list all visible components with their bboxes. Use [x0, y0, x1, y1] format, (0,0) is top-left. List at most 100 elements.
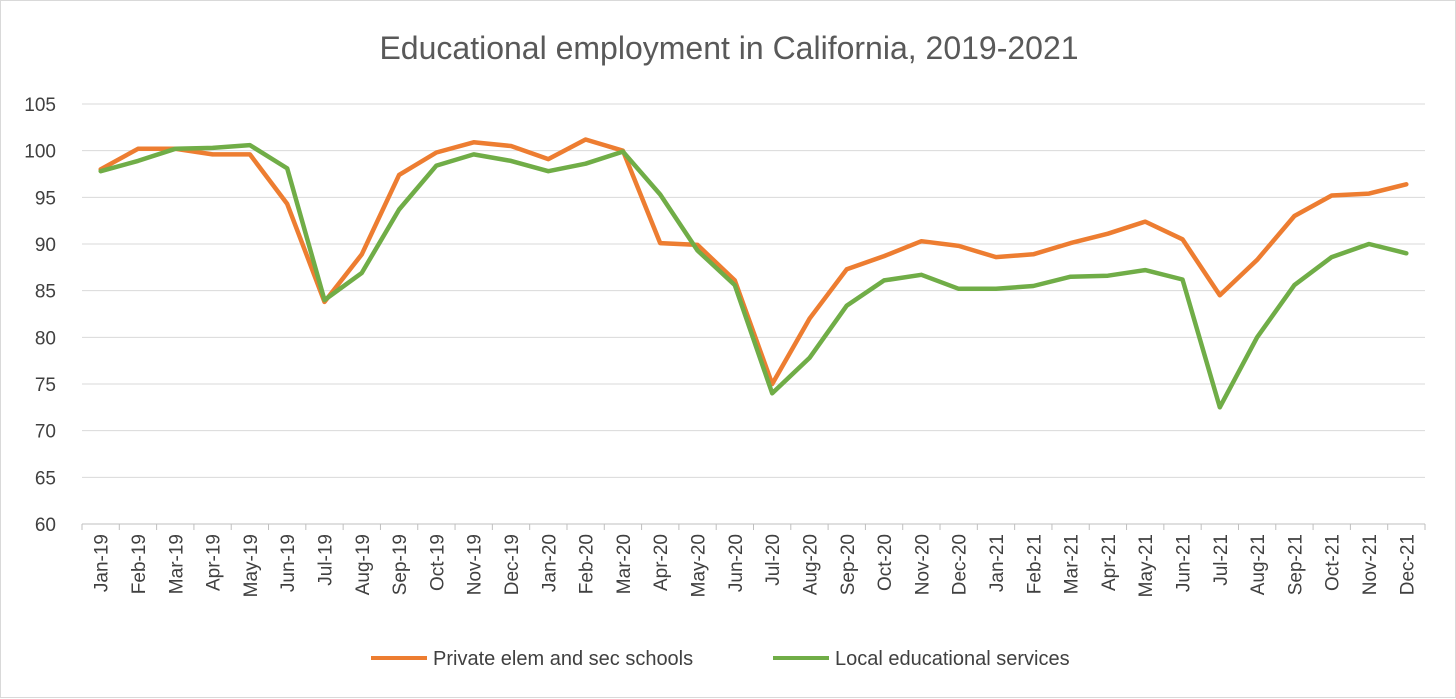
- data-point-local-educational-services: [361, 272, 363, 274]
- data-point-private-elem-and-sec-schools: [920, 240, 922, 242]
- x-tick-label: Apr-21: [1099, 534, 1120, 591]
- x-tick-label: Oct-19: [427, 534, 448, 591]
- data-point-private-elem-and-sec-schools: [473, 141, 475, 143]
- legend-label-local-educational-services: Local educational services: [835, 648, 1070, 670]
- series-line-local-educational-services: [98, 142, 1409, 410]
- data-point-local-educational-services: [1219, 406, 1221, 408]
- data-point-private-elem-and-sec-schools: [958, 245, 960, 247]
- data-point-local-educational-services: [212, 147, 214, 149]
- x-tick-label: Jun-19: [278, 534, 299, 592]
- data-point-private-elem-and-sec-schools: [734, 279, 736, 281]
- data-point-local-educational-services: [1070, 276, 1072, 278]
- y-tick-label: 80: [35, 328, 56, 349]
- data-point-private-elem-and-sec-schools: [1368, 193, 1370, 195]
- data-point-private-elem-and-sec-schools: [1331, 194, 1333, 196]
- data-point-private-elem-and-sec-schools: [697, 244, 699, 246]
- data-point-private-elem-and-sec-schools: [510, 145, 512, 147]
- data-point-local-educational-services: [995, 288, 997, 290]
- data-point-local-educational-services: [1368, 243, 1370, 245]
- data-point-local-educational-services: [1293, 284, 1295, 286]
- data-point-private-elem-and-sec-schools: [1219, 294, 1221, 296]
- y-tick-label: 60: [35, 515, 56, 536]
- x-tick-label: Jul-21: [1211, 534, 1232, 586]
- data-point-local-educational-services: [398, 208, 400, 210]
- data-point-private-elem-and-sec-schools: [361, 253, 363, 255]
- x-tick-label: Jul-20: [763, 534, 784, 586]
- x-tick-label: Jan-19: [92, 534, 113, 592]
- data-point-private-elem-and-sec-schools: [1107, 233, 1109, 235]
- data-point-private-elem-and-sec-schools: [398, 174, 400, 176]
- data-point-local-educational-services: [473, 153, 475, 155]
- data-point-local-educational-services: [249, 144, 251, 146]
- data-point-local-educational-services: [323, 299, 325, 301]
- x-tick-label: Dec-21: [1397, 534, 1418, 595]
- data-point-local-educational-services: [659, 194, 661, 196]
- data-point-local-educational-services: [1256, 336, 1258, 338]
- x-tick-label: Mar-21: [1062, 534, 1083, 594]
- x-tick-label: Mar-19: [166, 534, 187, 594]
- data-point-local-educational-services: [286, 167, 288, 169]
- x-tick-label: Nov-20: [912, 534, 933, 595]
- x-tick-label: Mar-20: [614, 534, 635, 594]
- x-tick-label: Aug-19: [353, 534, 374, 595]
- x-tick-label: Jan-21: [987, 534, 1008, 592]
- x-tick-label: Feb-21: [1024, 534, 1045, 594]
- x-tick-label: Sep-20: [838, 534, 859, 595]
- data-point-local-educational-services: [435, 165, 437, 167]
- data-point-private-elem-and-sec-schools: [212, 153, 214, 155]
- x-tick-label: Jul-19: [315, 534, 336, 586]
- data-point-local-educational-services: [846, 305, 848, 307]
- data-point-private-elem-and-sec-schools: [435, 152, 437, 154]
- data-point-local-educational-services: [808, 357, 810, 359]
- legend: Private elem and sec schools Local educa…: [371, 648, 1070, 670]
- data-point-local-educational-services: [174, 148, 176, 150]
- x-tick-label: Jan-20: [539, 534, 560, 592]
- x-tick-label: Dec-19: [502, 534, 523, 595]
- x-tick-label: Nov-21: [1360, 534, 1381, 595]
- data-point-private-elem-and-sec-schools: [137, 148, 139, 150]
- x-tick-label: Nov-19: [465, 534, 486, 595]
- data-point-local-educational-services: [697, 250, 699, 252]
- y-tick-label: 105: [24, 95, 56, 116]
- legend-label-private-elem-and-sec-schools: Private elem and sec schools: [433, 648, 693, 670]
- data-point-private-elem-and-sec-schools: [1144, 221, 1146, 223]
- data-point-private-elem-and-sec-schools: [771, 383, 773, 385]
- data-point-local-educational-services: [1182, 278, 1184, 280]
- data-point-local-educational-services: [1331, 256, 1333, 258]
- series-line-private-elem-and-sec-schools: [98, 137, 1409, 387]
- data-point-local-educational-services: [734, 284, 736, 286]
- chart-title: Educational employment in California, 20…: [379, 30, 1078, 66]
- y-axis-tick-labels: 60 65 70 75 80 85 90 95 100 105: [24, 95, 56, 536]
- data-point-private-elem-and-sec-schools: [995, 256, 997, 258]
- data-point-local-educational-services: [1107, 275, 1109, 277]
- data-point-private-elem-and-sec-schools: [1256, 259, 1258, 261]
- data-point-local-educational-services: [958, 288, 960, 290]
- y-tick-label: 100: [24, 142, 56, 163]
- x-tick-label: Jun-21: [1174, 534, 1195, 592]
- data-point-local-educational-services: [547, 170, 549, 172]
- x-tick-label: Oct-21: [1323, 534, 1344, 591]
- x-tick-label: May-19: [241, 534, 262, 597]
- x-tick-label: Aug-20: [800, 534, 821, 595]
- data-point-local-educational-services: [771, 392, 773, 394]
- y-tick-label: 70: [35, 422, 56, 443]
- data-point-private-elem-and-sec-schools: [585, 138, 587, 140]
- x-axis-tick-labels: Jan-19 Feb-19 Mar-19 Apr-19 May-19 Jun-19 Jul-…: [92, 534, 1419, 597]
- data-point-local-educational-services: [1032, 285, 1034, 287]
- data-point-local-educational-services: [137, 160, 139, 162]
- data-point-local-educational-services: [622, 151, 624, 153]
- data-point-private-elem-and-sec-schools: [1182, 238, 1184, 240]
- y-tick-label: 95: [35, 188, 56, 209]
- y-tick-label: 65: [35, 468, 56, 489]
- x-tick-label: May-20: [689, 534, 710, 597]
- x-tick-label: Apr-20: [651, 534, 672, 591]
- data-point-private-elem-and-sec-schools: [286, 203, 288, 205]
- x-tick-label: Oct-20: [875, 534, 896, 591]
- x-tick-label: Feb-19: [129, 534, 150, 594]
- data-point-private-elem-and-sec-schools: [846, 268, 848, 270]
- y-tick-label: 90: [35, 235, 56, 256]
- data-point-local-educational-services: [883, 279, 885, 281]
- y-tick-label: 75: [35, 375, 56, 396]
- x-tick-label: Sep-21: [1285, 534, 1306, 595]
- y-tick-label: 85: [35, 282, 56, 303]
